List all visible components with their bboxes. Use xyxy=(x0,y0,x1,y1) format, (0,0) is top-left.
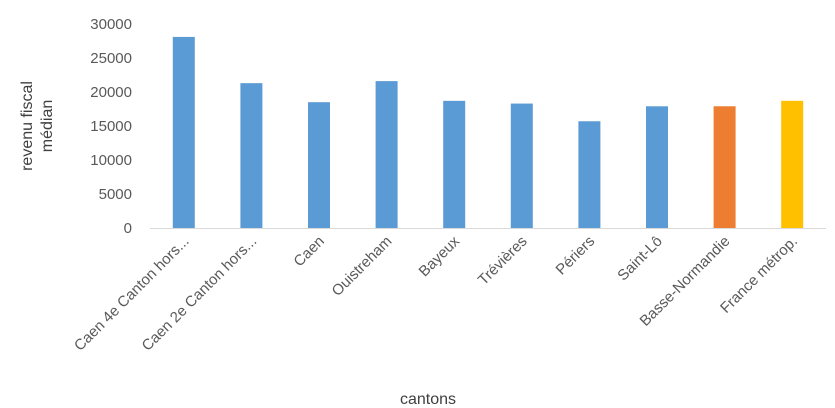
bar xyxy=(172,36,195,228)
x-tick-label: Saint-Lô xyxy=(614,233,666,285)
y-tick-label: 25000 xyxy=(90,50,132,67)
bar xyxy=(443,100,466,228)
x-tick-label: Trévières xyxy=(475,233,531,289)
y-tick-label: 5000 xyxy=(99,186,132,203)
x-tick-label: Périers xyxy=(553,233,599,279)
bar xyxy=(646,106,668,228)
bars-group xyxy=(172,36,804,229)
bar xyxy=(713,106,736,228)
y-tick-label: 0 xyxy=(124,220,132,237)
y-tick-label: 10000 xyxy=(90,152,132,169)
x-tick-label: Ouistreham xyxy=(329,233,396,300)
y-axis-ticks: 0 5000 10000 15000 20000 25000 30000 xyxy=(90,16,132,237)
y-tick-label: 20000 xyxy=(90,84,132,101)
x-axis-ticks: Caen 4e Canton hors...Caen 2e Canton hor… xyxy=(71,232,801,354)
y-axis-title-line-1: revenu fiscal xyxy=(19,81,36,171)
x-tick-label: Caen 2e Canton hors... xyxy=(139,233,261,355)
y-tick-label: 15000 xyxy=(90,118,132,135)
bar xyxy=(375,81,398,229)
x-tick-label: Bayeux xyxy=(416,232,464,280)
bar xyxy=(510,103,533,228)
x-axis-title: cantons xyxy=(400,391,456,408)
bar xyxy=(308,102,330,228)
bar xyxy=(781,100,804,228)
y-axis-title-line-2: médian xyxy=(39,100,56,152)
x-tick-label: Caen 4e Canton hors... xyxy=(71,233,193,355)
bar xyxy=(240,83,263,228)
x-tick-label: Caen xyxy=(290,233,327,270)
bar xyxy=(578,121,601,228)
y-tick-label: 30000 xyxy=(90,16,132,33)
